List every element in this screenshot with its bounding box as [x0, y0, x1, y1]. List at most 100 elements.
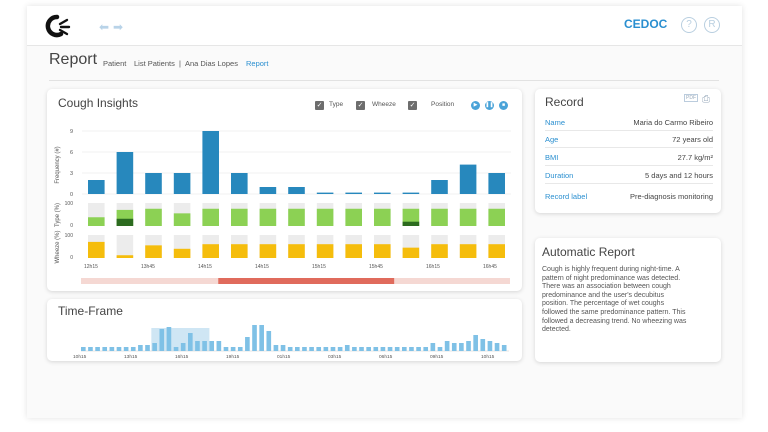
logo-icon[interactable]	[45, 14, 71, 38]
time-frame-bar	[266, 331, 272, 351]
wheeze-bar	[345, 244, 362, 258]
time-frame-bar	[252, 325, 257, 351]
wheeze-bar	[402, 247, 420, 258]
type-dry-bar	[259, 208, 277, 226]
time-frame-bar	[102, 347, 108, 351]
type-dry-bar	[145, 208, 162, 226]
time-tick-label: 14h15	[255, 264, 269, 270]
time-frame-bar	[95, 347, 100, 351]
time-frame-bar	[280, 345, 286, 351]
time-frame-tick-label: 16h15	[175, 354, 189, 360]
wheeze-bar	[173, 248, 191, 258]
back-arrow-icon[interactable]: ⬅	[99, 20, 110, 34]
brand-link[interactable]: CEDOC	[624, 17, 668, 31]
time-frame-bar	[138, 345, 143, 351]
time-tick-label: 14h15	[198, 264, 212, 270]
automatic-report-title: Automatic Report	[542, 245, 635, 259]
frequency-bar	[202, 131, 219, 194]
frequency-tick-label: 9	[70, 129, 73, 135]
type-checkbox[interactable]: ✓	[315, 101, 324, 110]
type-dry-bar	[202, 208, 219, 226]
frequency-bar	[316, 192, 334, 194]
report-line: Cough is highly frequent during night-ti…	[542, 266, 680, 273]
time-frame-title: Time-Frame	[58, 304, 123, 318]
time-frame-bar	[123, 347, 129, 351]
time-frame-bar	[423, 347, 429, 351]
time-frame-bar	[387, 347, 393, 351]
wheeze-toggle-label: Wheeze	[372, 101, 396, 108]
pause-icon[interactable]: ❚❚	[485, 101, 494, 110]
report-line: predominance and the user's decubitus	[542, 291, 664, 299]
position-checkbox[interactable]: ✓	[408, 101, 417, 110]
wheeze-axis-label: Wheeze (%)	[55, 230, 61, 263]
time-frame-tick-label: 09h15	[430, 354, 444, 360]
record-value: 27.7 kg/m²	[677, 153, 713, 162]
wheeze-bar	[374, 244, 391, 258]
time-frame-bar	[466, 341, 471, 351]
record-card: Record PDF ⎙ Name Maria do Carmo Ribeiro A…	[535, 89, 721, 213]
time-tick-label: 16h45	[483, 264, 497, 270]
record-label: Duration	[545, 171, 574, 180]
report-line: There was an association between cough	[542, 283, 671, 291]
time-frame-bar	[323, 347, 329, 351]
time-frame-bar	[130, 347, 136, 351]
forward-arrow-icon[interactable]: ➡	[113, 20, 124, 34]
time-frame-tick-label: 10h15	[73, 354, 87, 360]
play-icon[interactable]: ▶	[471, 101, 480, 110]
wheeze-bar	[145, 245, 162, 258]
time-frame-bar	[330, 347, 336, 351]
pdf-icon[interactable]: PDF	[684, 94, 698, 102]
stop-icon[interactable]: ■	[499, 101, 508, 110]
time-frame-bar	[380, 347, 386, 351]
breadcrumb-patient[interactable]: Patient	[103, 59, 127, 68]
time-frame-bar	[173, 347, 179, 351]
report-line: position. The percentage of wet coughs	[542, 300, 665, 308]
time-frame-bar	[216, 341, 222, 351]
time-frame-bar	[209, 341, 215, 351]
frequency-bar	[173, 173, 191, 194]
time-frame-bar	[394, 347, 400, 351]
print-icon[interactable]: ⎙	[702, 94, 710, 105]
automatic-report-text: Cough is highly frequent during night-ti…	[542, 266, 720, 335]
time-frame-chart[interactable]: 10h15 13h15 16h15 19h15 01h15 03h15 06h15 09h15…	[47, 299, 522, 361]
wheeze-bar	[231, 244, 248, 258]
timeline-range-handle[interactable]	[218, 278, 395, 284]
breadcrumb-separator: |	[179, 59, 181, 68]
record-title: Record	[545, 95, 584, 109]
time-frame-bar	[494, 343, 500, 351]
breadcrumb-list-patients[interactable]: List Patients	[134, 59, 175, 68]
position-toggle-label: Position	[431, 101, 455, 108]
time-frame-bar	[259, 325, 264, 351]
wheeze-bar	[202, 244, 219, 258]
record-label: Age	[545, 135, 559, 144]
time-frame-bar	[237, 347, 243, 351]
time-frame-bar	[451, 343, 457, 351]
frequency-bar	[431, 180, 448, 194]
record-divider	[545, 165, 713, 166]
record-label: BMI	[545, 153, 559, 162]
time-frame-bar	[230, 347, 236, 351]
percent-tick-label: 0	[70, 255, 73, 261]
time-frame-bar	[430, 343, 436, 351]
time-frame-bar	[352, 347, 357, 351]
cough-insights-chart: 9 6 3 0 Frequency (#) Type (%) Wheeze (%) 100 0 1…	[55, 129, 511, 284]
time-frame-selection[interactable]	[151, 328, 210, 351]
top-bar: ⬅ ➡ CEDOC ? R	[27, 6, 742, 46]
time-frame-bar	[344, 345, 350, 351]
time-frame-bar	[145, 345, 150, 351]
type-toggle-label: Type	[329, 101, 344, 108]
time-frame-bar	[337, 347, 343, 351]
wheeze-checkbox[interactable]: ✓	[356, 101, 365, 110]
breadcrumb-patient-name[interactable]: Ana Dias Lopes	[185, 59, 238, 68]
help-icon[interactable]: ?	[681, 17, 697, 33]
time-frame-bar	[159, 329, 165, 351]
time-frame-bar	[459, 343, 464, 351]
record-divider	[545, 147, 713, 148]
time-frame-tick-label: 10h15	[481, 354, 495, 360]
time-tick-label: 15h45	[369, 264, 383, 270]
user-icon[interactable]: R	[704, 17, 720, 33]
time-frame-bar	[366, 347, 371, 351]
time-frame-tick-label: 01h15	[277, 354, 291, 360]
time-frame-bar	[109, 347, 115, 351]
time-frame-bar	[116, 347, 122, 351]
